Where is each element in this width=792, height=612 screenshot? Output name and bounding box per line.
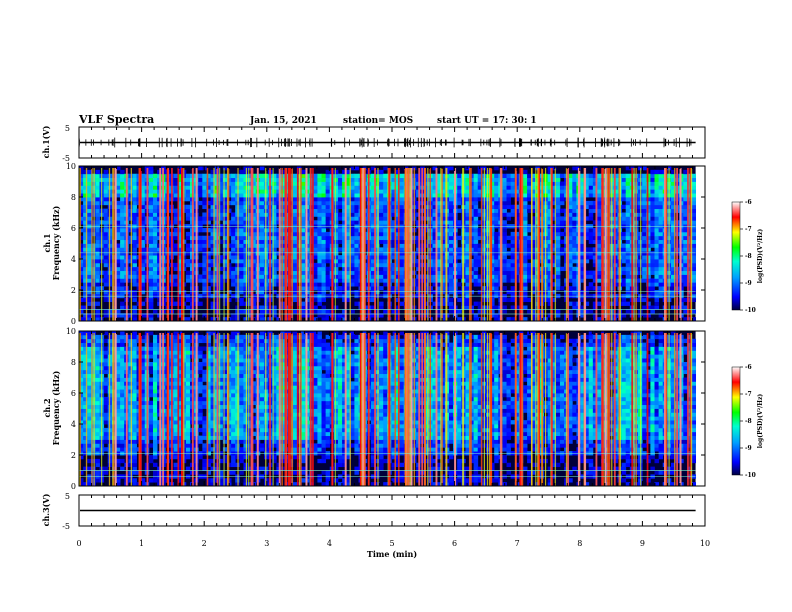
header-date: Jan. 15, 2021 [249, 116, 317, 126]
ch1-colorbar-scale [731, 201, 741, 311]
x-tick-label: 5 [389, 539, 394, 548]
ch1-ytick-bottom: -5 [62, 154, 70, 163]
s2-content-ytick-2: 6 [71, 389, 76, 398]
x-axis-label: Time (min) [367, 549, 417, 559]
s2-content-ytick-5: 0 [71, 482, 76, 491]
ch1-colorbar-label: log(PSD)(V²/Hz) [757, 229, 764, 284]
cb1-ticks-tick: -7 [745, 226, 752, 233]
cb2-ticks-tick: -6 [745, 364, 752, 371]
x-axis: 0 1 2 3 4 5 6 7 8 9 10 [76, 127, 710, 548]
cb2-ticks-tick: -8 [745, 418, 752, 425]
cb1-ticks-tick: -8 [745, 253, 752, 260]
x-tick-label: 3 [264, 539, 269, 548]
ch1-spectrogram-panel: 10 8 6 4 2 0 ch.1 Frequency (kHz) [42, 162, 706, 326]
ch2-colorbar-scale [731, 366, 741, 476]
s1-content-ytick-3: 4 [71, 255, 76, 264]
ch2-colorbar: -6 -7 -8 -9 -10 log(PSD)(V²/Hz) [731, 364, 764, 479]
figure-title: VLF Spectra [78, 113, 154, 126]
s1-content-ytick-4: 2 [71, 286, 76, 295]
cb1-ticks-tick: -6 [745, 199, 752, 206]
header-start-time: start UT = 17: 30: 1 [437, 116, 537, 126]
x-tick-label: 0 [76, 539, 81, 548]
ch3-waveform-panel: 5 -5 ch.3(V) [41, 492, 706, 531]
x-tick-label: 10 [700, 539, 710, 548]
ch1-ytick-top: 5 [65, 124, 70, 133]
x-tick-label: 1 [139, 539, 144, 548]
cb1-ticks-tick: -10 [745, 307, 756, 314]
ch2-spectrogram-ylabel: Frequency (kHz) [51, 370, 61, 445]
header-station: station= MOS [343, 116, 413, 126]
ch1-waveform-trace [78, 137, 696, 148]
cb2-ticks-tick: -9 [745, 445, 752, 452]
s2-content-ytick-1: 8 [71, 358, 76, 367]
s2-content-ytick-4: 2 [71, 451, 76, 460]
s1-content-ytick-0: 10 [66, 162, 76, 171]
x-tick-label: 4 [327, 539, 332, 548]
ch2-colorbar-label: log(PSD)(V²/Hz) [757, 394, 764, 449]
ch1-waveform-ylabel: ch.1(V) [41, 125, 51, 158]
x-tick-label: 6 [452, 539, 457, 548]
ch1-spectrogram-ylabel: Frequency (kHz) [51, 205, 61, 280]
ch2-spectrogram-image [79, 331, 705, 487]
cb1-ticks-tick: -9 [745, 280, 752, 287]
ch3-waveform-ylabel: ch.3(V) [41, 493, 51, 526]
s2-content-ytick-0: 10 [66, 327, 76, 336]
s1-content-ytick-5: 0 [71, 317, 76, 326]
s1-content-ytick-1: 8 [71, 193, 76, 202]
s1-content-ytick-2: 6 [71, 224, 76, 233]
cb2-ticks-tick: -10 [745, 472, 756, 479]
ch3-ytick-bottom: -5 [62, 522, 70, 531]
ch1-waveform-panel: 5 -5 ch.1(V) [41, 124, 706, 163]
cb2-ticks-tick: -7 [745, 391, 752, 398]
ch3-ytick-top: 5 [65, 492, 70, 501]
ch1-colorbar: -6 -7 -8 -9 -10 log(PSD)(V²/Hz) [731, 199, 764, 314]
ch2-spectrogram-ylabel-channel: ch.2 [42, 398, 52, 417]
s2-content-ytick-3: 4 [71, 420, 76, 429]
x-tick-label: 2 [202, 539, 207, 548]
ch1-spectrogram-image [79, 166, 705, 322]
x-tick-label: 7 [515, 539, 520, 548]
x-tick-label: 9 [640, 539, 645, 548]
ch2-spectrogram-panel: 10 8 6 4 2 0 ch.2 Frequency (kHz) [42, 327, 706, 491]
x-tick-label: 8 [577, 539, 582, 548]
ch1-spectrogram-ylabel-channel: ch.1 [42, 233, 52, 252]
